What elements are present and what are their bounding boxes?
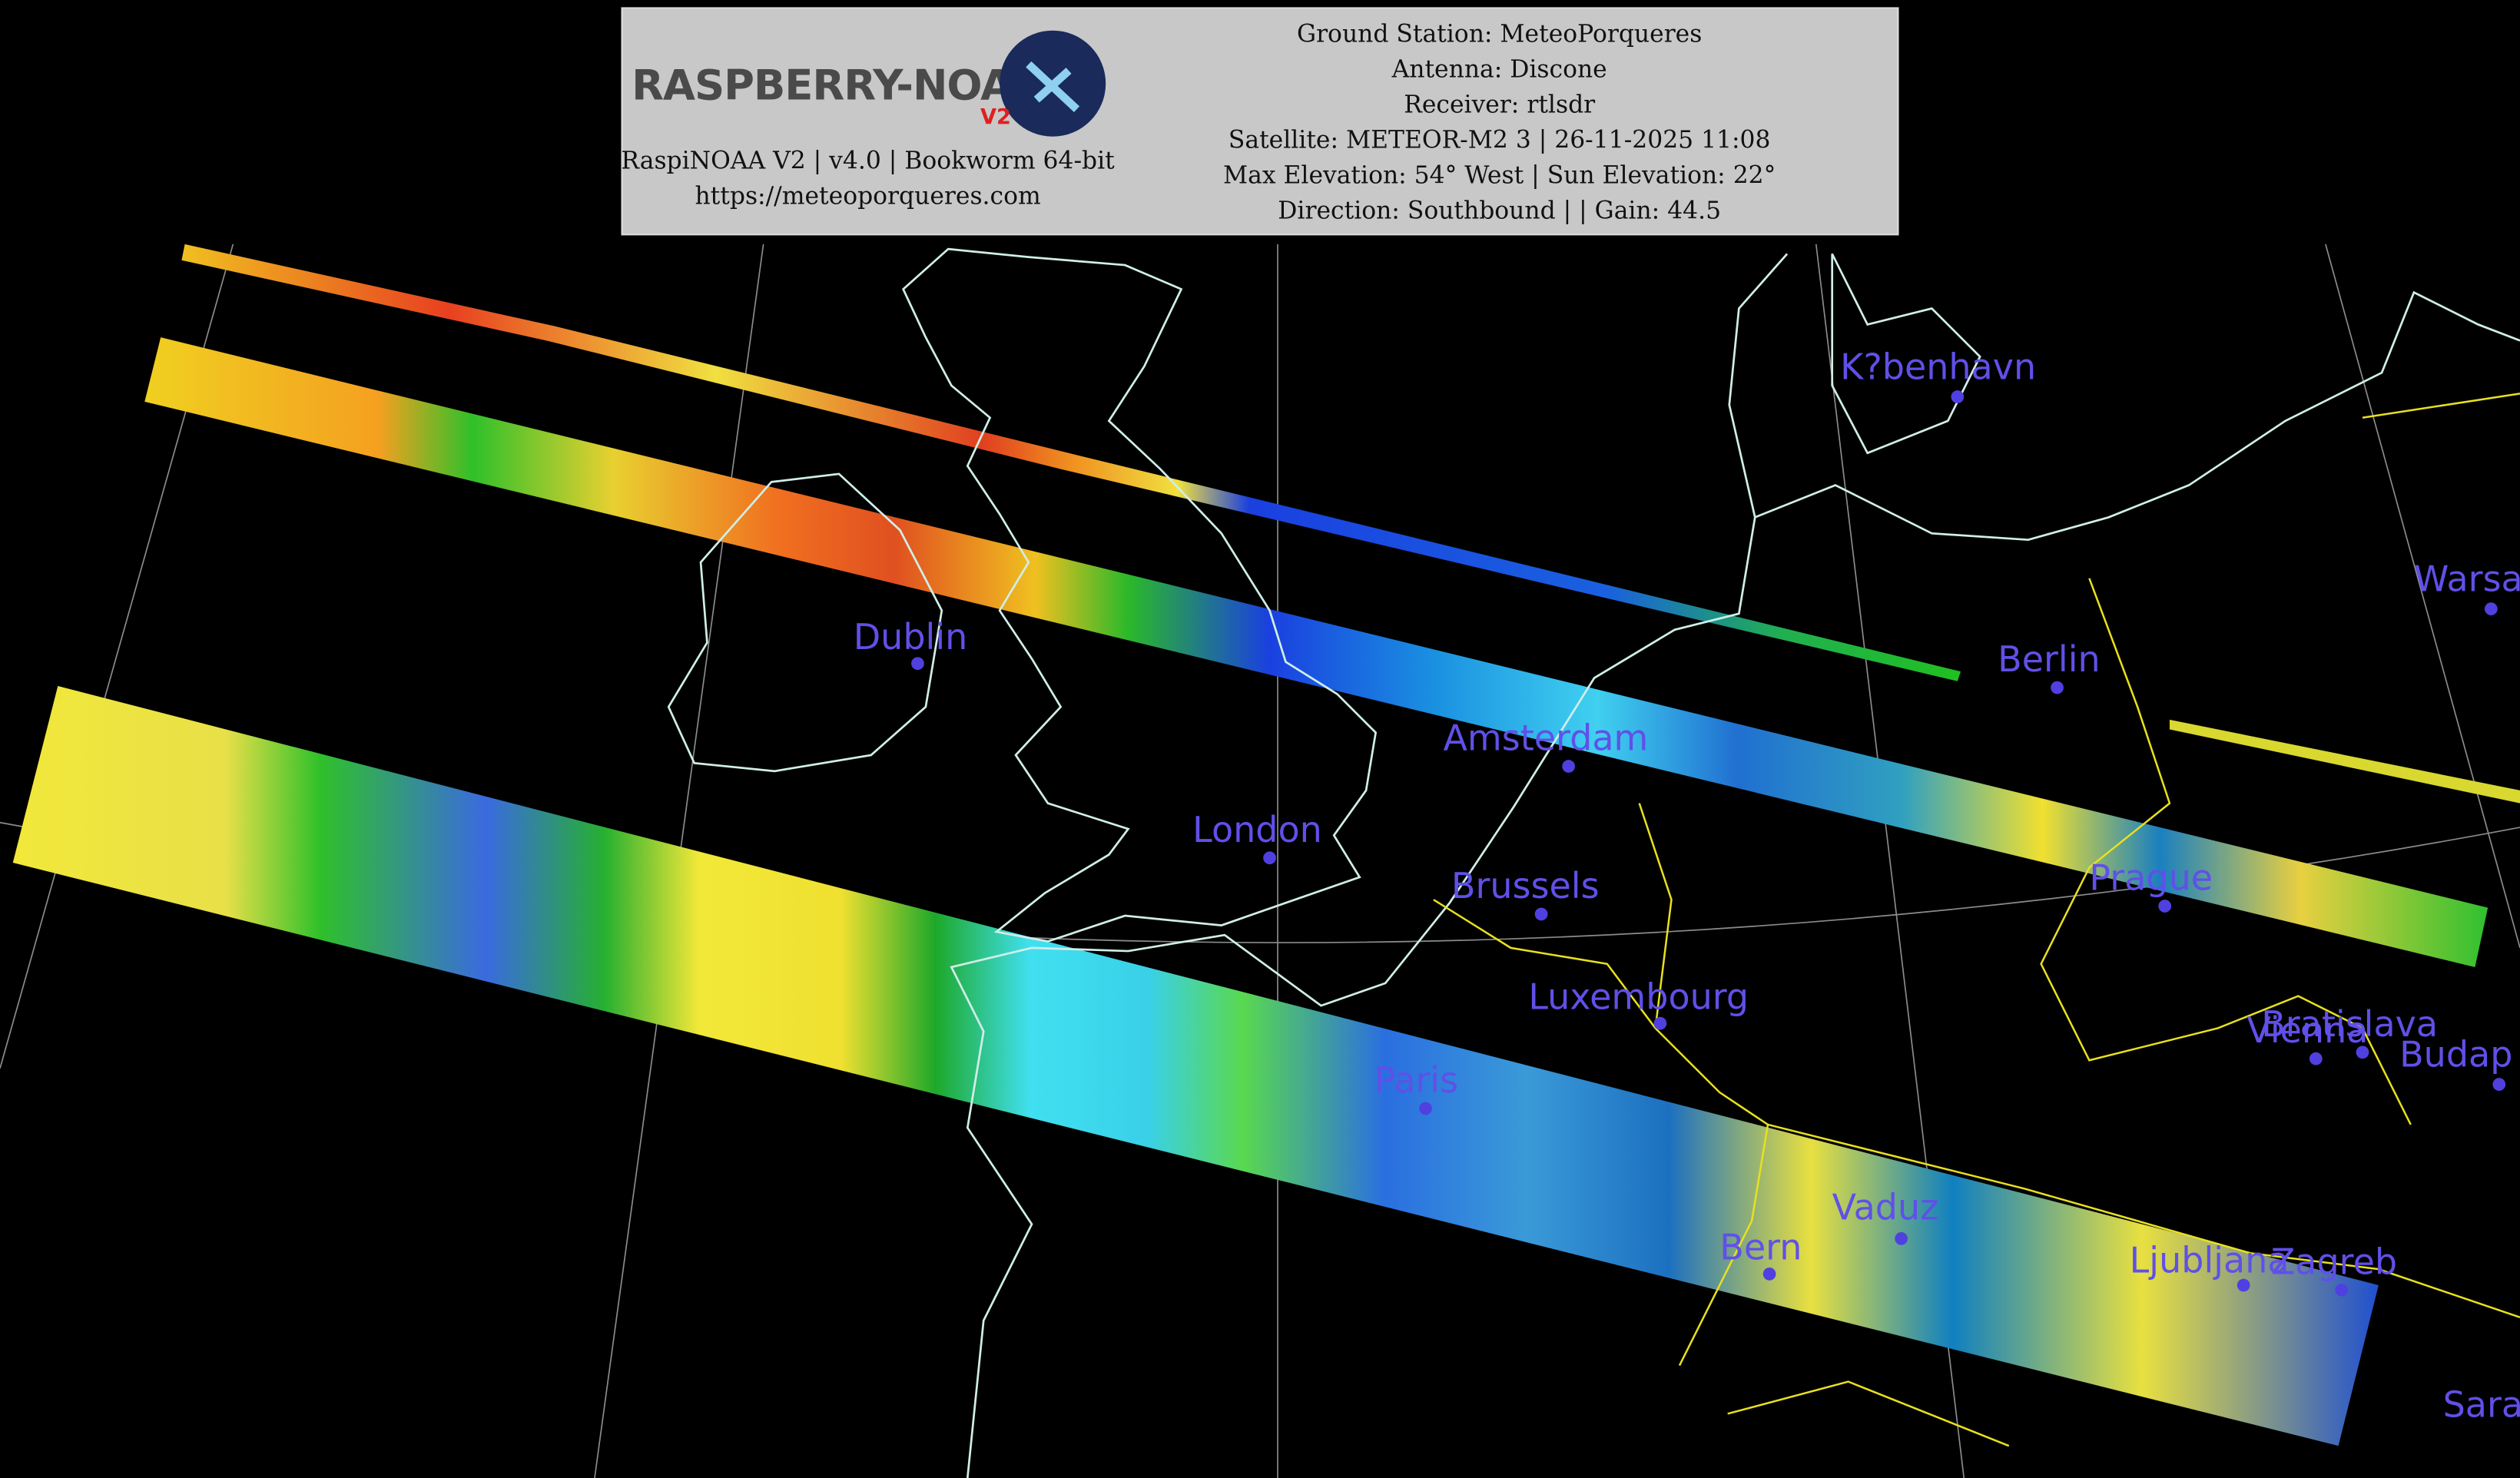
city-label: Ljubljana [2130, 1239, 2290, 1281]
city-label: Berlin [1998, 638, 2101, 680]
city-label: K?benhavn [1840, 346, 2036, 388]
city-dot [2309, 1052, 2323, 1065]
city-dot [2051, 681, 2064, 694]
swath [181, 244, 1961, 681]
header-line: Satellite: METEOR-M2 3 | 26-11-2025 11:0… [1228, 126, 1771, 154]
city-label: Prague [2089, 857, 2213, 899]
city-dot [2158, 900, 2172, 913]
swath [2169, 719, 2520, 804]
header-line: Antenna: Discone [1391, 55, 1607, 83]
city-dot [1534, 907, 1548, 921]
city-label: Amsterdam [1443, 717, 1648, 759]
logo-text: RASPBERRY-NOAA [632, 61, 1044, 110]
border [1433, 899, 1769, 1367]
city-label: Zagreb [2271, 1241, 2397, 1282]
border [2040, 578, 2412, 1125]
borders [1433, 393, 2520, 1447]
city-label: Vienna [2246, 1009, 2368, 1051]
city-label: Paris [1374, 1059, 1459, 1101]
city-label: London [1192, 809, 1322, 850]
header-box [621, 7, 1899, 236]
grid-line [2325, 244, 2520, 949]
city-dot [1895, 1232, 1908, 1245]
coast [901, 247, 1378, 943]
city-label: Bern [1719, 1227, 1802, 1268]
coast [950, 253, 2520, 1478]
city-dot [1951, 390, 1965, 403]
city-dot [1263, 851, 1276, 865]
city-dot [2484, 602, 2498, 615]
city-label: Vaduz [1832, 1186, 1939, 1228]
swaths [12, 244, 2520, 1447]
coastlines [667, 247, 2520, 1478]
border [1638, 803, 1673, 1029]
city-label: Dublin [854, 616, 968, 658]
header: RASPBERRY-NOAA V2 RaspiNOAA V2 | v4.0 | … [621, 7, 1899, 236]
city-label: Budap [2399, 1034, 2512, 1075]
city-dot [1653, 1016, 1667, 1030]
city-label: Luxembourg [1528, 976, 1749, 1017]
border [1727, 1380, 2010, 1447]
city-label: Bratislava [2261, 1003, 2438, 1045]
header-line: Max Elevation: 54° West | Sun Elevation:… [1223, 161, 1776, 189]
city-labels: K?benhavn Warsa Dublin Berlin Amsterdam Londo… [854, 346, 2520, 1426]
coast [667, 472, 943, 773]
city-label: Brussels [1451, 865, 1600, 906]
city-dot [2335, 1283, 2349, 1297]
header-line: https://meteoporqueres.com [695, 183, 1040, 210]
city-dot [1419, 1102, 1432, 1115]
logo-version: V2 [980, 105, 1011, 129]
header-line: RaspiNOAA V2 | v4.0 | Bookworm 64-bit [621, 147, 1115, 175]
logo-satellite [1026, 61, 1080, 113]
swath [12, 685, 2379, 1447]
header-line: Ground Station: MeteoPorqueres [1297, 20, 1702, 48]
city-dot [2236, 1278, 2250, 1292]
border [1767, 1123, 2520, 1319]
city-dot [2492, 1078, 2506, 1091]
border [2362, 393, 2520, 419]
city-label: Warsa [2414, 558, 2520, 600]
city-label: Sara [2443, 1384, 2520, 1426]
city-dot [2356, 1046, 2369, 1059]
swath [144, 337, 2488, 967]
coast [1831, 253, 1981, 455]
header-line: Direction: Southbound | | Gain: 44.5 [1278, 197, 1721, 224]
city-dot [911, 657, 924, 671]
city-dot [1562, 760, 1575, 773]
header-line: Receiver: rtlsdr [1404, 91, 1595, 118]
city-dot [1762, 1268, 1776, 1281]
